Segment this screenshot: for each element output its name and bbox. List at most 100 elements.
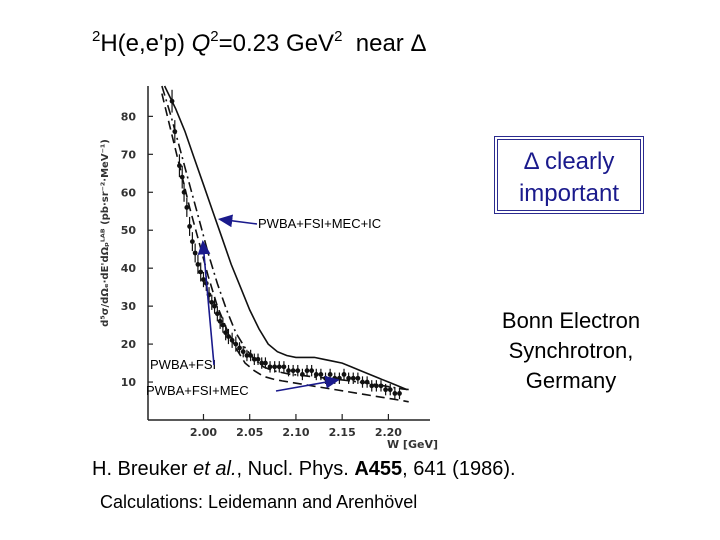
data-point	[272, 364, 278, 370]
citation-volume: A455	[354, 458, 403, 480]
data-point	[201, 277, 206, 282]
y-tick-label: 40	[121, 262, 137, 275]
y-tick-label: 50	[121, 224, 137, 237]
data-point	[392, 391, 398, 396]
annotation-arrow	[197, 240, 215, 366]
annotation-arrow	[217, 214, 258, 228]
data-point	[360, 379, 365, 385]
title-reaction: H(e,e'p)	[100, 30, 185, 57]
data-point	[350, 375, 356, 381]
citation-etal: et al.	[193, 458, 237, 480]
facility-line-1: Bonn Electron	[501, 308, 641, 333]
data-point	[267, 364, 273, 370]
data-point	[346, 375, 352, 381]
data-point	[187, 224, 193, 229]
curve-label: PWBA+FSI	[150, 357, 216, 372]
data-point	[255, 356, 261, 362]
x-tick-label: 2.00	[190, 426, 217, 439]
slide-title: 2H(e,e'p) Q2=0.23 GeV2 near Δ	[92, 28, 426, 58]
y-tick-label: 80	[121, 110, 137, 123]
x-tick-label: 2.10	[282, 426, 309, 439]
callout-line-2: important	[518, 180, 620, 207]
data-point	[304, 368, 310, 374]
curve-pwba-fsi-mec-ic	[163, 85, 408, 391]
data-point	[276, 364, 282, 370]
data-point	[259, 360, 265, 366]
data-point	[220, 322, 226, 328]
data-point	[290, 368, 296, 374]
curve-pwba-fsi	[161, 93, 409, 403]
y-tick-label: 10	[121, 376, 137, 389]
citation-authors: H. Breuker	[92, 458, 188, 480]
data-point	[248, 353, 254, 358]
title-unit-sup: 2	[334, 28, 343, 45]
y-tick-label: 30	[121, 300, 137, 313]
data-point	[355, 375, 361, 381]
data-point	[198, 269, 204, 275]
data-point	[192, 250, 198, 256]
data-point	[263, 360, 268, 366]
data-point	[217, 318, 223, 324]
data-point	[313, 372, 319, 377]
data-point	[229, 337, 235, 343]
data-point	[214, 311, 220, 317]
data-point	[387, 387, 393, 393]
data-point	[240, 349, 246, 355]
data-point	[189, 239, 195, 245]
y-tick-label: 70	[121, 148, 137, 161]
facility-note: Bonn Electron Synchrotron, Germany	[478, 306, 664, 396]
x-axis-label: W [GeV]	[387, 438, 438, 451]
data-point	[179, 174, 185, 180]
y-tick-label: 60	[121, 186, 137, 199]
title-q2-label: Q	[191, 30, 211, 57]
x-tick-label: 2.20	[375, 426, 402, 439]
facility-line-2: Synchrotron,	[508, 338, 634, 363]
curve-pwba-fsi-mec	[161, 85, 409, 391]
data-point	[237, 345, 242, 351]
data-point	[181, 189, 187, 195]
data-point	[327, 372, 333, 377]
y-tick-label: 20	[121, 338, 137, 351]
data-point	[318, 372, 324, 377]
annotation-arrow	[275, 375, 340, 392]
data-point	[397, 391, 402, 396]
calculations-credit: Calculations: Leidemann and Arenhövel	[100, 492, 418, 512]
data-point	[172, 129, 178, 134]
data-point	[169, 98, 175, 104]
title-near: near Δ	[355, 30, 427, 57]
data-point	[281, 364, 287, 370]
x-tick-label: 2.05	[236, 426, 263, 439]
data-point	[341, 372, 347, 377]
title-superscript: 2	[92, 28, 101, 45]
y-axis-label: d⁵σ/dΩₑ·dE'dΩₚᴸᴬᴮ (pb·sr⁻²·MeV⁻¹)	[100, 139, 111, 327]
curve-label: PWBA+FSI+MEC	[146, 383, 249, 398]
title-q2-sup: 2	[210, 28, 219, 45]
callout-line-1: Δ clearly	[523, 148, 615, 175]
data-point	[309, 368, 315, 374]
x-tick-label: 2.15	[329, 426, 356, 439]
data-point	[286, 368, 291, 374]
data-point	[177, 163, 182, 169]
citation: H. Breuker et al., Nucl. Phys. A455, 641…	[92, 458, 516, 481]
data-point	[251, 356, 257, 362]
citation-pages: , 641 (1986).	[402, 458, 516, 480]
data-point	[369, 383, 375, 389]
data-point	[223, 330, 229, 336]
data-point	[373, 383, 379, 389]
data-point	[195, 261, 201, 267]
data-point	[233, 341, 239, 347]
facility-line-3: Germany	[525, 368, 617, 393]
data-point	[212, 303, 217, 309]
data-point	[184, 205, 190, 210]
data-point	[378, 383, 384, 389]
delta-callout-box: Δ clearly important	[494, 136, 644, 214]
data-point	[300, 372, 305, 377]
data-point	[226, 334, 231, 339]
curve-label: PWBA+FSI+MEC+IC	[258, 216, 381, 231]
data-point	[244, 353, 250, 358]
citation-journal: , Nucl. Phys.	[236, 458, 355, 480]
data-point	[209, 299, 215, 305]
data-point	[323, 375, 328, 381]
title-q2-value: =0.23 GeV	[218, 30, 335, 57]
